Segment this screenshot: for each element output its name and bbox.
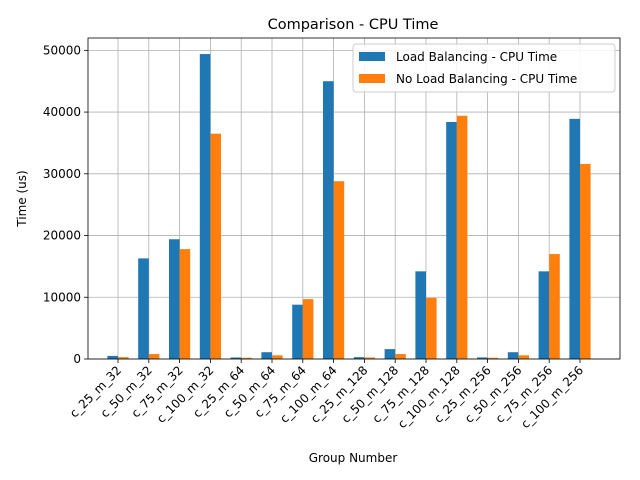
bar-series-2 <box>179 249 191 359</box>
bar-series-2 <box>395 354 406 359</box>
bar-series-2 <box>302 299 314 359</box>
bar-series-1 <box>353 357 365 359</box>
legend-entry: No Load Balancing - CPU Time <box>396 72 577 86</box>
bar-series-1 <box>538 271 550 359</box>
bar-series-2 <box>426 297 437 359</box>
y-tick-label: 0 <box>73 352 81 366</box>
bar-series-1 <box>415 271 426 359</box>
legend-swatch <box>359 52 385 61</box>
bar-series-2 <box>241 357 252 359</box>
bar-series-2 <box>456 115 468 360</box>
y-axis-label: Time (us) <box>15 170 29 227</box>
y-tick-label: 40000 <box>43 105 81 119</box>
bar-series-1 <box>446 121 457 359</box>
plot-area-frame <box>87 37 621 360</box>
y-tick-label: 10000 <box>43 290 81 304</box>
bar-series-1 <box>477 357 488 359</box>
bar-series-2 <box>364 357 375 359</box>
legend: Load Balancing - CPU Time No Load Balanci… <box>352 43 616 93</box>
bar-series-1 <box>199 54 211 360</box>
bar-series-2 <box>518 355 529 359</box>
y-axis-ticks: 0 10000 20000 30000 40000 50000 <box>43 43 88 366</box>
chart-title: Comparison - CPU Time <box>268 17 439 33</box>
bar-series-2 <box>487 357 499 359</box>
bar-series-2 <box>118 357 129 359</box>
bar-series-1 <box>292 304 303 359</box>
bars <box>107 54 591 360</box>
bar-series-1 <box>230 357 242 359</box>
bar-series-2 <box>272 355 283 359</box>
x-axis-ticks: c_25_m_32c_50_m_32c_75_m_32c_100_m_32c_2… <box>67 359 586 431</box>
bar-series-1 <box>507 352 519 359</box>
y-tick-label: 50000 <box>43 43 81 57</box>
bar-series-2 <box>333 181 345 359</box>
y-tick-label: 30000 <box>43 167 81 181</box>
bar-series-1 <box>261 352 272 359</box>
bar-series-2 <box>549 254 560 359</box>
bar-series-1 <box>138 258 149 359</box>
bar-series-2 <box>148 354 160 359</box>
y-tick-label: 20000 <box>43 229 81 243</box>
x-axis-label: Group Number <box>309 451 398 465</box>
bar-series-1 <box>169 239 180 359</box>
bar-series-1 <box>384 349 396 359</box>
bar-series-2 <box>580 163 591 359</box>
bar-series-2 <box>210 133 221 359</box>
bar-series-1 <box>569 118 580 359</box>
legend-box <box>352 43 616 93</box>
legend-swatch <box>359 74 385 83</box>
legend-entry: Load Balancing - CPU Time <box>396 50 557 64</box>
bar-series-1 <box>323 81 334 359</box>
bar-series-1 <box>107 355 118 359</box>
